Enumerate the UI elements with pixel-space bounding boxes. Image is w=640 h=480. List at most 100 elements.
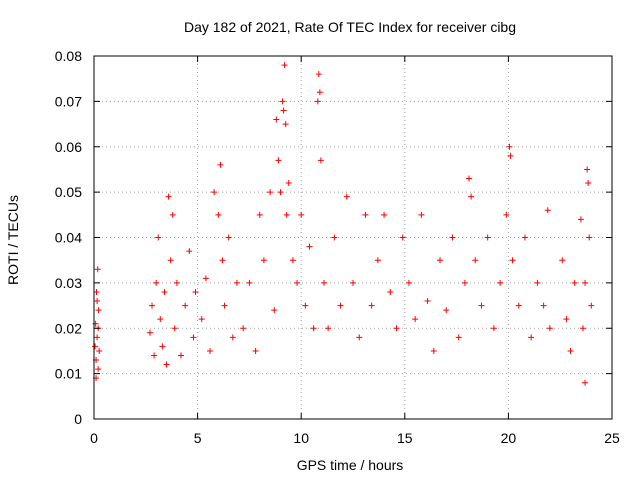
- data-point: [449, 234, 456, 241]
- y-tick-label: 0.08: [55, 48, 82, 64]
- data-point: [315, 71, 322, 78]
- data-point: [151, 352, 158, 359]
- data-point: [94, 298, 101, 305]
- data-point: [171, 325, 178, 332]
- data-point: [217, 161, 224, 168]
- data-point: [559, 257, 566, 264]
- data-point: [211, 189, 218, 196]
- data-point: [579, 325, 586, 332]
- x-tick-label: 20: [501, 430, 517, 446]
- data-point: [331, 234, 338, 241]
- data-point: [310, 325, 317, 332]
- data-point: [362, 211, 369, 218]
- data-point: [165, 193, 172, 200]
- data-point: [273, 116, 280, 123]
- data-point: [302, 302, 309, 309]
- data-point: [484, 234, 491, 241]
- data-point: [437, 257, 444, 264]
- data-point: [298, 211, 305, 218]
- data-point: [356, 334, 363, 341]
- data-point: [246, 279, 253, 286]
- data-point: [577, 216, 584, 223]
- data-point: [182, 302, 189, 309]
- data-point: [515, 302, 522, 309]
- x-tick-label: 15: [397, 430, 413, 446]
- data-point: [146, 329, 153, 336]
- data-point: [374, 257, 381, 264]
- data-point: [412, 316, 419, 323]
- data-point: [233, 279, 240, 286]
- data-point: [534, 279, 541, 286]
- data-point: [387, 288, 394, 295]
- data-point: [337, 302, 344, 309]
- data-point: [306, 243, 313, 250]
- data-point: [256, 211, 263, 218]
- data-point: [279, 98, 286, 105]
- data-point: [506, 143, 513, 150]
- y-tick-label: 0: [74, 411, 82, 427]
- x-tick-label: 10: [293, 430, 309, 446]
- data-point: [528, 334, 535, 341]
- data-point: [96, 347, 103, 354]
- data-point: [325, 325, 332, 332]
- y-axis-label: ROTI / TECUs: [5, 195, 21, 285]
- chart-title: Day 182 of 2021, Rate Of TEC Index for r…: [184, 19, 516, 35]
- data-point: [507, 152, 514, 159]
- data-point: [285, 180, 292, 187]
- data-point: [173, 279, 180, 286]
- data-point: [159, 343, 166, 350]
- data-point: [277, 189, 284, 196]
- data-point: [157, 316, 164, 323]
- y-tick-label: 0.04: [55, 230, 82, 246]
- data-point: [95, 307, 102, 314]
- y-tick-label: 0.07: [55, 93, 82, 109]
- data-point: [540, 302, 547, 309]
- data-point: [571, 279, 578, 286]
- data-point: [229, 334, 236, 341]
- data-point: [267, 189, 274, 196]
- data-point: [399, 234, 406, 241]
- data-point: [546, 325, 553, 332]
- data-point: [509, 257, 516, 264]
- data-point: [275, 157, 282, 164]
- data-point: [283, 211, 290, 218]
- data-point: [202, 275, 209, 282]
- data-point: [289, 257, 296, 264]
- data-point: [221, 302, 228, 309]
- data-point: [418, 211, 425, 218]
- data-point: [368, 302, 375, 309]
- data-point: [472, 257, 479, 264]
- data-point: [521, 234, 528, 241]
- data-point: [149, 302, 156, 309]
- data-point: [466, 175, 473, 182]
- y-tick-label: 0.03: [55, 275, 82, 291]
- data-point: [186, 248, 193, 255]
- y-tick-label: 0.05: [55, 184, 82, 200]
- data-point: [567, 347, 574, 354]
- data-point: [430, 347, 437, 354]
- data-point: [92, 343, 99, 350]
- data-point: [316, 89, 323, 96]
- data-point: [219, 257, 226, 264]
- data-point: [455, 334, 462, 341]
- data-point: [584, 166, 591, 173]
- data-point: [94, 266, 101, 273]
- data-point: [478, 302, 485, 309]
- data-point: [497, 279, 504, 286]
- y-tick-label: 0.01: [55, 366, 82, 382]
- data-point: [161, 288, 168, 295]
- data-point: [281, 62, 288, 69]
- data-point: [544, 207, 551, 214]
- data-point: [461, 279, 468, 286]
- data-point: [280, 107, 287, 114]
- data-point: [314, 98, 321, 105]
- x-tick-label: 5: [194, 430, 202, 446]
- data-point: [320, 279, 327, 286]
- axis-ticks: 0 0.01 0.02 0.03 0.04 0.05 0.06 0.07 0.08 0 5 10 15 2…: [55, 48, 620, 446]
- data-point: [405, 279, 412, 286]
- data-point: [424, 298, 431, 305]
- data-point: [588, 302, 595, 309]
- data-point: [198, 316, 205, 323]
- data-point: [178, 352, 185, 359]
